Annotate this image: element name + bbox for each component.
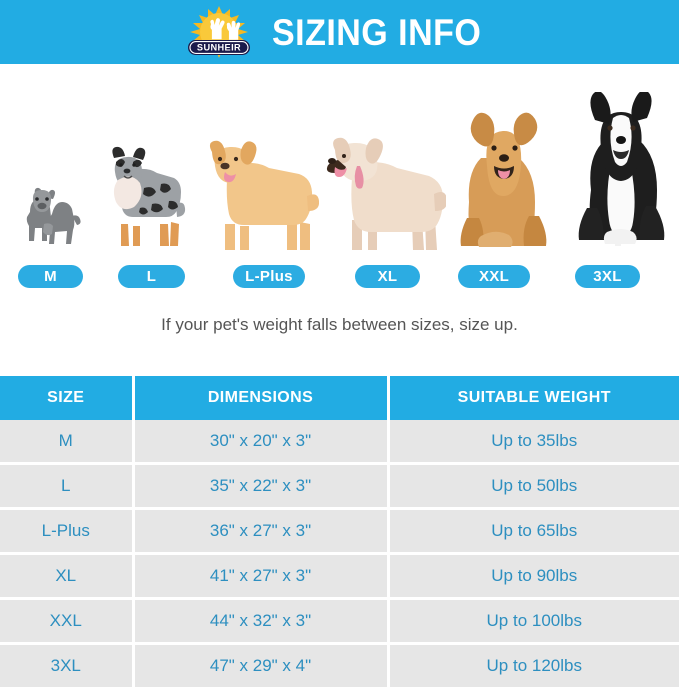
cell-weight: Up to 35lbs <box>388 420 679 464</box>
table-row: XXL 44" x 32" x 3" Up to 100lbs <box>0 599 679 644</box>
sizing-info-page: SUNHEIR SIZING INFO <box>0 0 679 657</box>
dog-illustration-m <box>16 180 88 258</box>
table-row: M 30" x 20" x 3" Up to 35lbs <box>0 420 679 464</box>
dog-illustration-xl <box>322 136 446 258</box>
size-pill-3xl[interactable]: 3XL <box>575 265 640 288</box>
cell-weight: Up to 120lbs <box>388 644 679 687</box>
cell-dimensions: 44" x 32" x 3" <box>133 599 388 644</box>
cell-size: L-Plus <box>0 509 133 554</box>
table-header-row: SIZE DIMENSIONS SUITABLE WEIGHT <box>0 376 679 420</box>
cell-size: M <box>0 420 133 464</box>
size-pill-xl[interactable]: XL <box>355 265 420 288</box>
cell-dimensions: 41" x 27" x 3" <box>133 554 388 599</box>
cell-dimensions: 36" x 27" x 3" <box>133 509 388 554</box>
size-pill-l[interactable]: L <box>118 265 185 288</box>
cell-size: XXL <box>0 599 133 644</box>
size-pill-l-plus[interactable]: L-Plus <box>233 265 305 288</box>
table-row: 3XL 47" x 29" x 4" Up to 120lbs <box>0 644 679 687</box>
cell-weight: Up to 65lbs <box>388 509 679 554</box>
cell-size: 3XL <box>0 644 133 687</box>
logo-badge-text: SUNHEIR <box>197 43 241 53</box>
cell-size: L <box>0 464 133 509</box>
table-row: L-Plus 36" x 27" x 3" Up to 65lbs <box>0 509 679 554</box>
size-pill-row: M L L-Plus XL XXL 3XL <box>0 265 679 289</box>
page-header: SUNHEIR SIZING INFO <box>0 0 679 64</box>
sizing-note: If your pet's weight falls between sizes… <box>0 315 679 335</box>
table-row: XL 41" x 27" x 3" Up to 90lbs <box>0 554 679 599</box>
size-pill-xxl[interactable]: XXL <box>458 265 530 288</box>
cell-dimensions: 30" x 20" x 3" <box>133 420 388 464</box>
column-header-dimensions: DIMENSIONS <box>133 376 388 420</box>
dog-illustration-xxl <box>447 106 561 258</box>
sizing-table: SIZE DIMENSIONS SUITABLE WEIGHT M 30" x … <box>0 376 679 687</box>
sunheir-logo: SUNHEIR <box>180 4 258 60</box>
cell-dimensions: 47" x 29" x 4" <box>133 644 388 687</box>
table-row: L 35" x 22" x 3" Up to 50lbs <box>0 464 679 509</box>
cell-weight: Up to 100lbs <box>388 599 679 644</box>
size-pill-m[interactable]: M <box>18 265 83 288</box>
cell-weight: Up to 90lbs <box>388 554 679 599</box>
dog-illustration-l-plus <box>203 140 319 258</box>
column-header-weight: SUITABLE WEIGHT <box>388 376 679 420</box>
cell-size: XL <box>0 554 133 599</box>
dog-illustration-3xl <box>567 92 675 258</box>
dog-size-illustrations <box>0 64 679 260</box>
cell-weight: Up to 50lbs <box>388 464 679 509</box>
cell-dimensions: 35" x 22" x 3" <box>133 464 388 509</box>
column-header-size: SIZE <box>0 376 133 420</box>
sunheir-badge: SUNHEIR <box>188 40 250 55</box>
dog-illustration-l <box>100 146 186 258</box>
page-title: SIZING INFO <box>272 14 481 51</box>
